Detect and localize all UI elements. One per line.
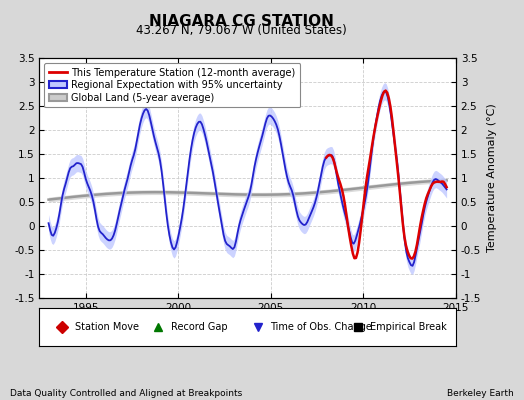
- Text: Berkeley Earth: Berkeley Earth: [447, 389, 514, 398]
- Text: Data Quality Controlled and Aligned at Breakpoints: Data Quality Controlled and Aligned at B…: [10, 389, 243, 398]
- Y-axis label: Temperature Anomaly (°C): Temperature Anomaly (°C): [487, 104, 497, 252]
- Legend: This Temperature Station (12-month average), Regional Expectation with 95% uncer: This Temperature Station (12-month avera…: [44, 63, 300, 108]
- Text: Empirical Break: Empirical Break: [370, 322, 447, 332]
- Text: Record Gap: Record Gap: [170, 322, 227, 332]
- Text: NIAGARA CG STATION: NIAGARA CG STATION: [149, 14, 333, 29]
- Text: Time of Obs. Change: Time of Obs. Change: [270, 322, 373, 332]
- Text: Station Move: Station Move: [75, 322, 139, 332]
- Text: 43.267 N, 79.067 W (United States): 43.267 N, 79.067 W (United States): [136, 24, 346, 37]
